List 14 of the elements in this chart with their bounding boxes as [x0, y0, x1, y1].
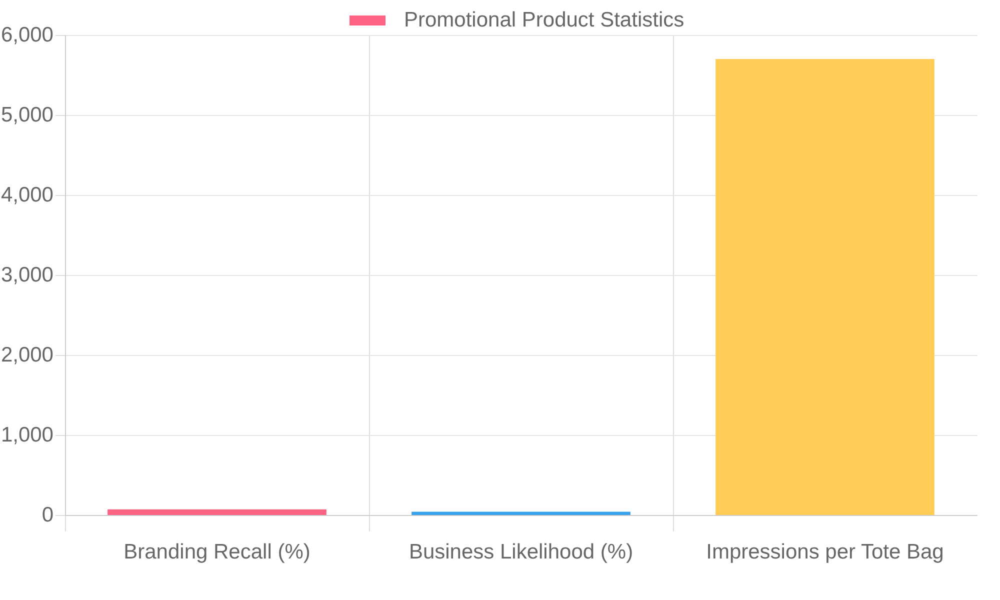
x-tick-label: Branding Recall (%) [124, 540, 310, 564]
x-tick-label: Impressions per Tote Bag [706, 540, 944, 564]
y-tick-label: 4,000 [0, 184, 54, 206]
y-tick-label: 0 [42, 504, 54, 526]
bar [108, 509, 326, 515]
y-tick-label: 5,000 [0, 104, 54, 126]
bar [412, 512, 630, 515]
y-tick-label: 2,000 [0, 344, 54, 366]
x-tick-label: Business Likelihood (%) [408, 540, 634, 564]
bar [716, 59, 934, 515]
y-tick-label: 3,000 [0, 264, 54, 286]
y-tick-label: 6,000 [0, 24, 54, 46]
legend-label: Promotional Product Statistics [404, 8, 684, 32]
y-tick-label: 1,000 [0, 424, 54, 446]
